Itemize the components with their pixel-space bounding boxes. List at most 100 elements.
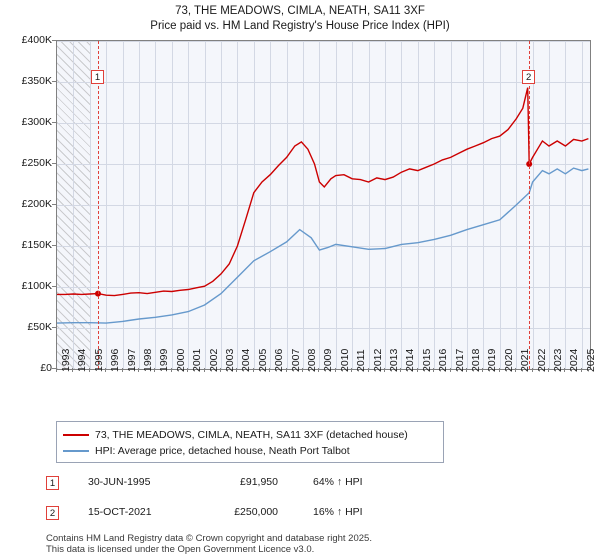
gridline-vertical: [565, 41, 566, 369]
x-axis-tick: [531, 368, 533, 372]
x-axis-tick: [466, 368, 467, 372]
gridline-vertical: [188, 41, 189, 369]
x-axis-tick-label: 2009: [322, 348, 335, 372]
x-axis-tick: [416, 368, 418, 372]
gridline-vertical: [483, 41, 484, 369]
y-axis-tick: [52, 286, 56, 287]
y-axis-tick-label: £100K: [21, 280, 52, 292]
sale-index-1: 1: [46, 476, 59, 490]
x-axis-tick-label: 2006: [273, 348, 286, 372]
x-axis-tick-label: 2007: [289, 348, 302, 372]
sale-price-1: £91,950: [240, 476, 278, 488]
gridline-vertical: [270, 41, 271, 369]
x-axis-tick: [334, 368, 336, 372]
x-axis-tick: [433, 368, 435, 372]
sale-hpi-1: 64% ↑ HPI: [313, 476, 363, 488]
x-axis-tick: [72, 368, 74, 372]
sale-marker-line-1: [98, 41, 99, 369]
x-axis-tick-label: 2012: [371, 348, 384, 372]
gridline-horizontal: [57, 41, 590, 42]
x-axis-tick: [105, 368, 107, 372]
gridline-vertical: [237, 41, 238, 369]
gridline-vertical: [155, 41, 156, 369]
y-axis-tick: [52, 122, 56, 123]
footer-line-2: This data is licensed under the Open Gov…: [46, 544, 315, 555]
y-axis-tick-label: £350K: [21, 75, 52, 87]
x-axis-tick-label: 2024: [568, 348, 581, 372]
y-axis-tick: [52, 81, 56, 82]
gridline-vertical: [221, 41, 222, 369]
x-axis-tick-label: 2002: [207, 348, 220, 372]
gridline-vertical: [303, 41, 304, 369]
gridline-vertical: [139, 41, 140, 369]
gridline-vertical: [418, 41, 419, 369]
y-axis-tick: [52, 163, 56, 164]
y-axis-tick: [52, 327, 56, 328]
x-axis-tick-label: 2018: [470, 348, 482, 372]
y-axis-tick-label: £0: [40, 362, 52, 374]
x-axis-tick-label: 1997: [125, 348, 138, 372]
gridline-vertical: [549, 41, 550, 369]
gridline-vertical: [106, 41, 107, 369]
x-axis-tick: [515, 368, 517, 372]
x-axis-tick-label: 2019: [486, 348, 499, 372]
gridline-vertical: [172, 41, 173, 369]
x-axis-tick-label: 2015: [420, 348, 433, 372]
y-axis-tick-label: £200K: [21, 198, 52, 210]
x-axis-tick: [318, 368, 320, 372]
x-axis-tick: [400, 368, 402, 372]
gridline-vertical: [319, 41, 320, 369]
x-axis-tick-label: 2013: [388, 348, 400, 372]
gridline-horizontal: [57, 205, 590, 206]
gridline-vertical: [73, 41, 74, 369]
x-axis-tick-label: 2022: [535, 348, 548, 372]
x-axis-tick-label: 1999: [158, 348, 171, 372]
x-axis-tick-label: 2004: [240, 348, 253, 372]
gridline-horizontal: [57, 246, 590, 247]
x-axis-tick: [56, 368, 57, 372]
x-axis-tick: [236, 368, 238, 372]
chart-legend: 73, THE MEADOWS, CIMLA, NEATH, SA11 3XF …: [56, 421, 444, 463]
y-axis-tick-label: £50K: [27, 321, 52, 333]
x-axis-tick: [269, 368, 271, 372]
x-axis-tick: [121, 368, 123, 372]
sale-date-1: 30-JUN-1995: [88, 476, 151, 488]
gridline-vertical: [336, 41, 337, 369]
gridline-horizontal: [57, 82, 590, 83]
x-axis-tick: [580, 368, 582, 372]
x-axis-tick: [548, 368, 549, 372]
x-axis-tick: [285, 368, 287, 372]
gridline-vertical: [500, 41, 501, 369]
x-axis-tick-label: 2001: [191, 348, 204, 372]
sale-index-2: 2: [46, 506, 59, 520]
chart-plot-area: [56, 40, 591, 370]
x-axis-tick-label: 2023: [552, 348, 564, 372]
gridline-vertical: [369, 41, 370, 369]
x-axis-tick-label: 2016: [437, 348, 450, 372]
y-axis-tick: [52, 368, 56, 369]
x-axis-tick-label: 2005: [256, 348, 269, 372]
sale-marker-line-2: [529, 41, 530, 369]
x-axis-tick: [498, 368, 500, 372]
x-axis-tick-label: 2025: [584, 348, 597, 372]
x-axis-tick: [170, 368, 172, 372]
x-axis-tick: [564, 368, 566, 372]
x-axis-tick-label: 2010: [338, 348, 351, 372]
y-axis-tick-label: £300K: [21, 116, 52, 128]
x-axis-tick: [367, 368, 369, 372]
x-axis-tick-label: 2014: [404, 348, 417, 372]
sale-date-2: 15-OCT-2021: [88, 506, 152, 518]
x-axis-tick: [203, 368, 205, 372]
sale-hpi-2: 16% ↑ HPI: [313, 506, 363, 518]
y-axis-tick: [52, 204, 56, 205]
series-line: [57, 87, 589, 297]
x-axis-tick: [252, 368, 254, 372]
x-axis-tick: [384, 368, 385, 372]
gridline-vertical: [90, 41, 91, 369]
sale-callout-2: 2: [522, 70, 536, 84]
x-axis-tick: [351, 368, 353, 372]
page-subtitle: Price paid vs. HM Land Registry's House …: [150, 20, 450, 32]
gridline-horizontal: [57, 123, 590, 124]
x-axis-tick-label: 1994: [76, 348, 89, 372]
